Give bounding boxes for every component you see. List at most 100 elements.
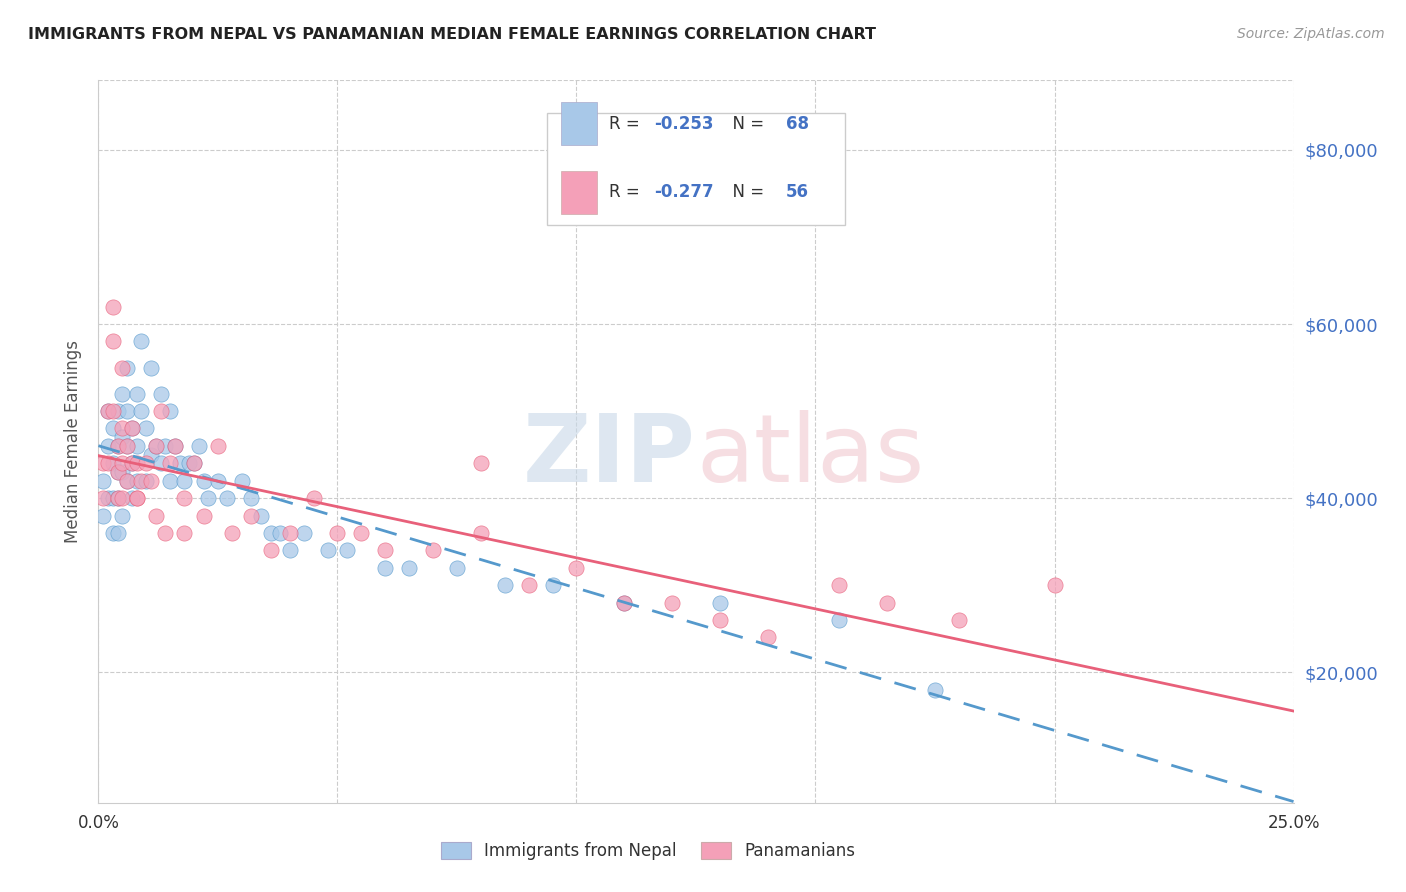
Point	[924, 682, 946, 697]
Point	[470, 525, 492, 540]
Text: atlas: atlas	[696, 410, 924, 502]
Point	[101, 404, 124, 418]
Point	[97, 456, 120, 470]
Point	[948, 613, 970, 627]
Point	[517, 578, 540, 592]
Point	[159, 456, 181, 470]
Point	[91, 474, 114, 488]
Text: R =: R =	[609, 115, 645, 133]
Point	[183, 456, 205, 470]
Point	[101, 491, 124, 505]
Point	[149, 386, 172, 401]
Text: R =: R =	[609, 183, 645, 202]
Point	[91, 491, 114, 505]
Text: 68: 68	[786, 115, 808, 133]
Point	[107, 465, 129, 479]
Text: IMMIGRANTS FROM NEPAL VS PANAMANIAN MEDIAN FEMALE EARNINGS CORRELATION CHART: IMMIGRANTS FROM NEPAL VS PANAMANIAN MEDI…	[28, 27, 876, 42]
Point	[115, 474, 138, 488]
Point	[613, 596, 636, 610]
Point	[250, 508, 273, 523]
Point	[541, 578, 564, 592]
Point	[115, 360, 138, 375]
Legend: Immigrants from Nepal, Panamanians: Immigrants from Nepal, Panamanians	[434, 835, 862, 867]
Point	[316, 543, 339, 558]
Text: N =: N =	[723, 115, 769, 133]
FancyBboxPatch shape	[561, 170, 596, 214]
Text: -0.253: -0.253	[654, 115, 714, 133]
Point	[494, 578, 516, 592]
Point	[179, 456, 201, 470]
Point	[115, 439, 138, 453]
Point	[187, 439, 209, 453]
Point	[197, 491, 219, 505]
Point	[135, 456, 157, 470]
Point	[155, 439, 177, 453]
Point	[217, 491, 239, 505]
Point	[145, 439, 167, 453]
Point	[259, 525, 281, 540]
Point	[97, 404, 120, 418]
Point	[107, 491, 129, 505]
Text: 56: 56	[786, 183, 808, 202]
Text: ZIP: ZIP	[523, 410, 696, 502]
Y-axis label: Median Female Earnings: Median Female Earnings	[65, 340, 83, 543]
Point	[111, 508, 134, 523]
Point	[613, 596, 636, 610]
Point	[145, 439, 167, 453]
Point	[111, 456, 134, 470]
Point	[193, 474, 215, 488]
Point	[207, 474, 229, 488]
Point	[756, 631, 779, 645]
Point	[336, 543, 359, 558]
Point	[135, 474, 157, 488]
Point	[107, 439, 129, 453]
Point	[159, 404, 181, 418]
Point	[221, 525, 243, 540]
Point	[709, 596, 731, 610]
Point	[135, 421, 157, 435]
Point	[231, 474, 253, 488]
Point	[107, 404, 129, 418]
Point	[876, 596, 898, 610]
Point	[101, 421, 124, 435]
Point	[121, 491, 143, 505]
Point	[115, 404, 138, 418]
Point	[173, 491, 195, 505]
Point	[121, 421, 143, 435]
Point	[470, 456, 492, 470]
Point	[107, 491, 129, 505]
Point	[278, 543, 301, 558]
Point	[828, 578, 851, 592]
Point	[149, 456, 172, 470]
Text: N =: N =	[723, 183, 769, 202]
Point	[101, 456, 124, 470]
Point	[139, 360, 162, 375]
Point	[259, 543, 281, 558]
Point	[97, 439, 120, 453]
Point	[125, 386, 148, 401]
Point	[111, 421, 134, 435]
Point	[91, 508, 114, 523]
Point	[292, 525, 315, 540]
Point	[131, 474, 153, 488]
Point	[111, 491, 134, 505]
Point	[240, 491, 263, 505]
Point	[173, 474, 195, 488]
Point	[302, 491, 325, 505]
Point	[1043, 578, 1066, 592]
Point	[398, 561, 420, 575]
Point	[101, 525, 124, 540]
Point	[173, 525, 195, 540]
Point	[155, 525, 177, 540]
Point	[125, 491, 148, 505]
Point	[107, 525, 129, 540]
Point	[121, 421, 143, 435]
Point	[101, 334, 124, 349]
Point	[374, 561, 396, 575]
Point	[139, 448, 162, 462]
FancyBboxPatch shape	[561, 102, 596, 145]
Point	[101, 300, 124, 314]
Point	[97, 491, 120, 505]
Point	[193, 508, 215, 523]
FancyBboxPatch shape	[547, 112, 845, 225]
